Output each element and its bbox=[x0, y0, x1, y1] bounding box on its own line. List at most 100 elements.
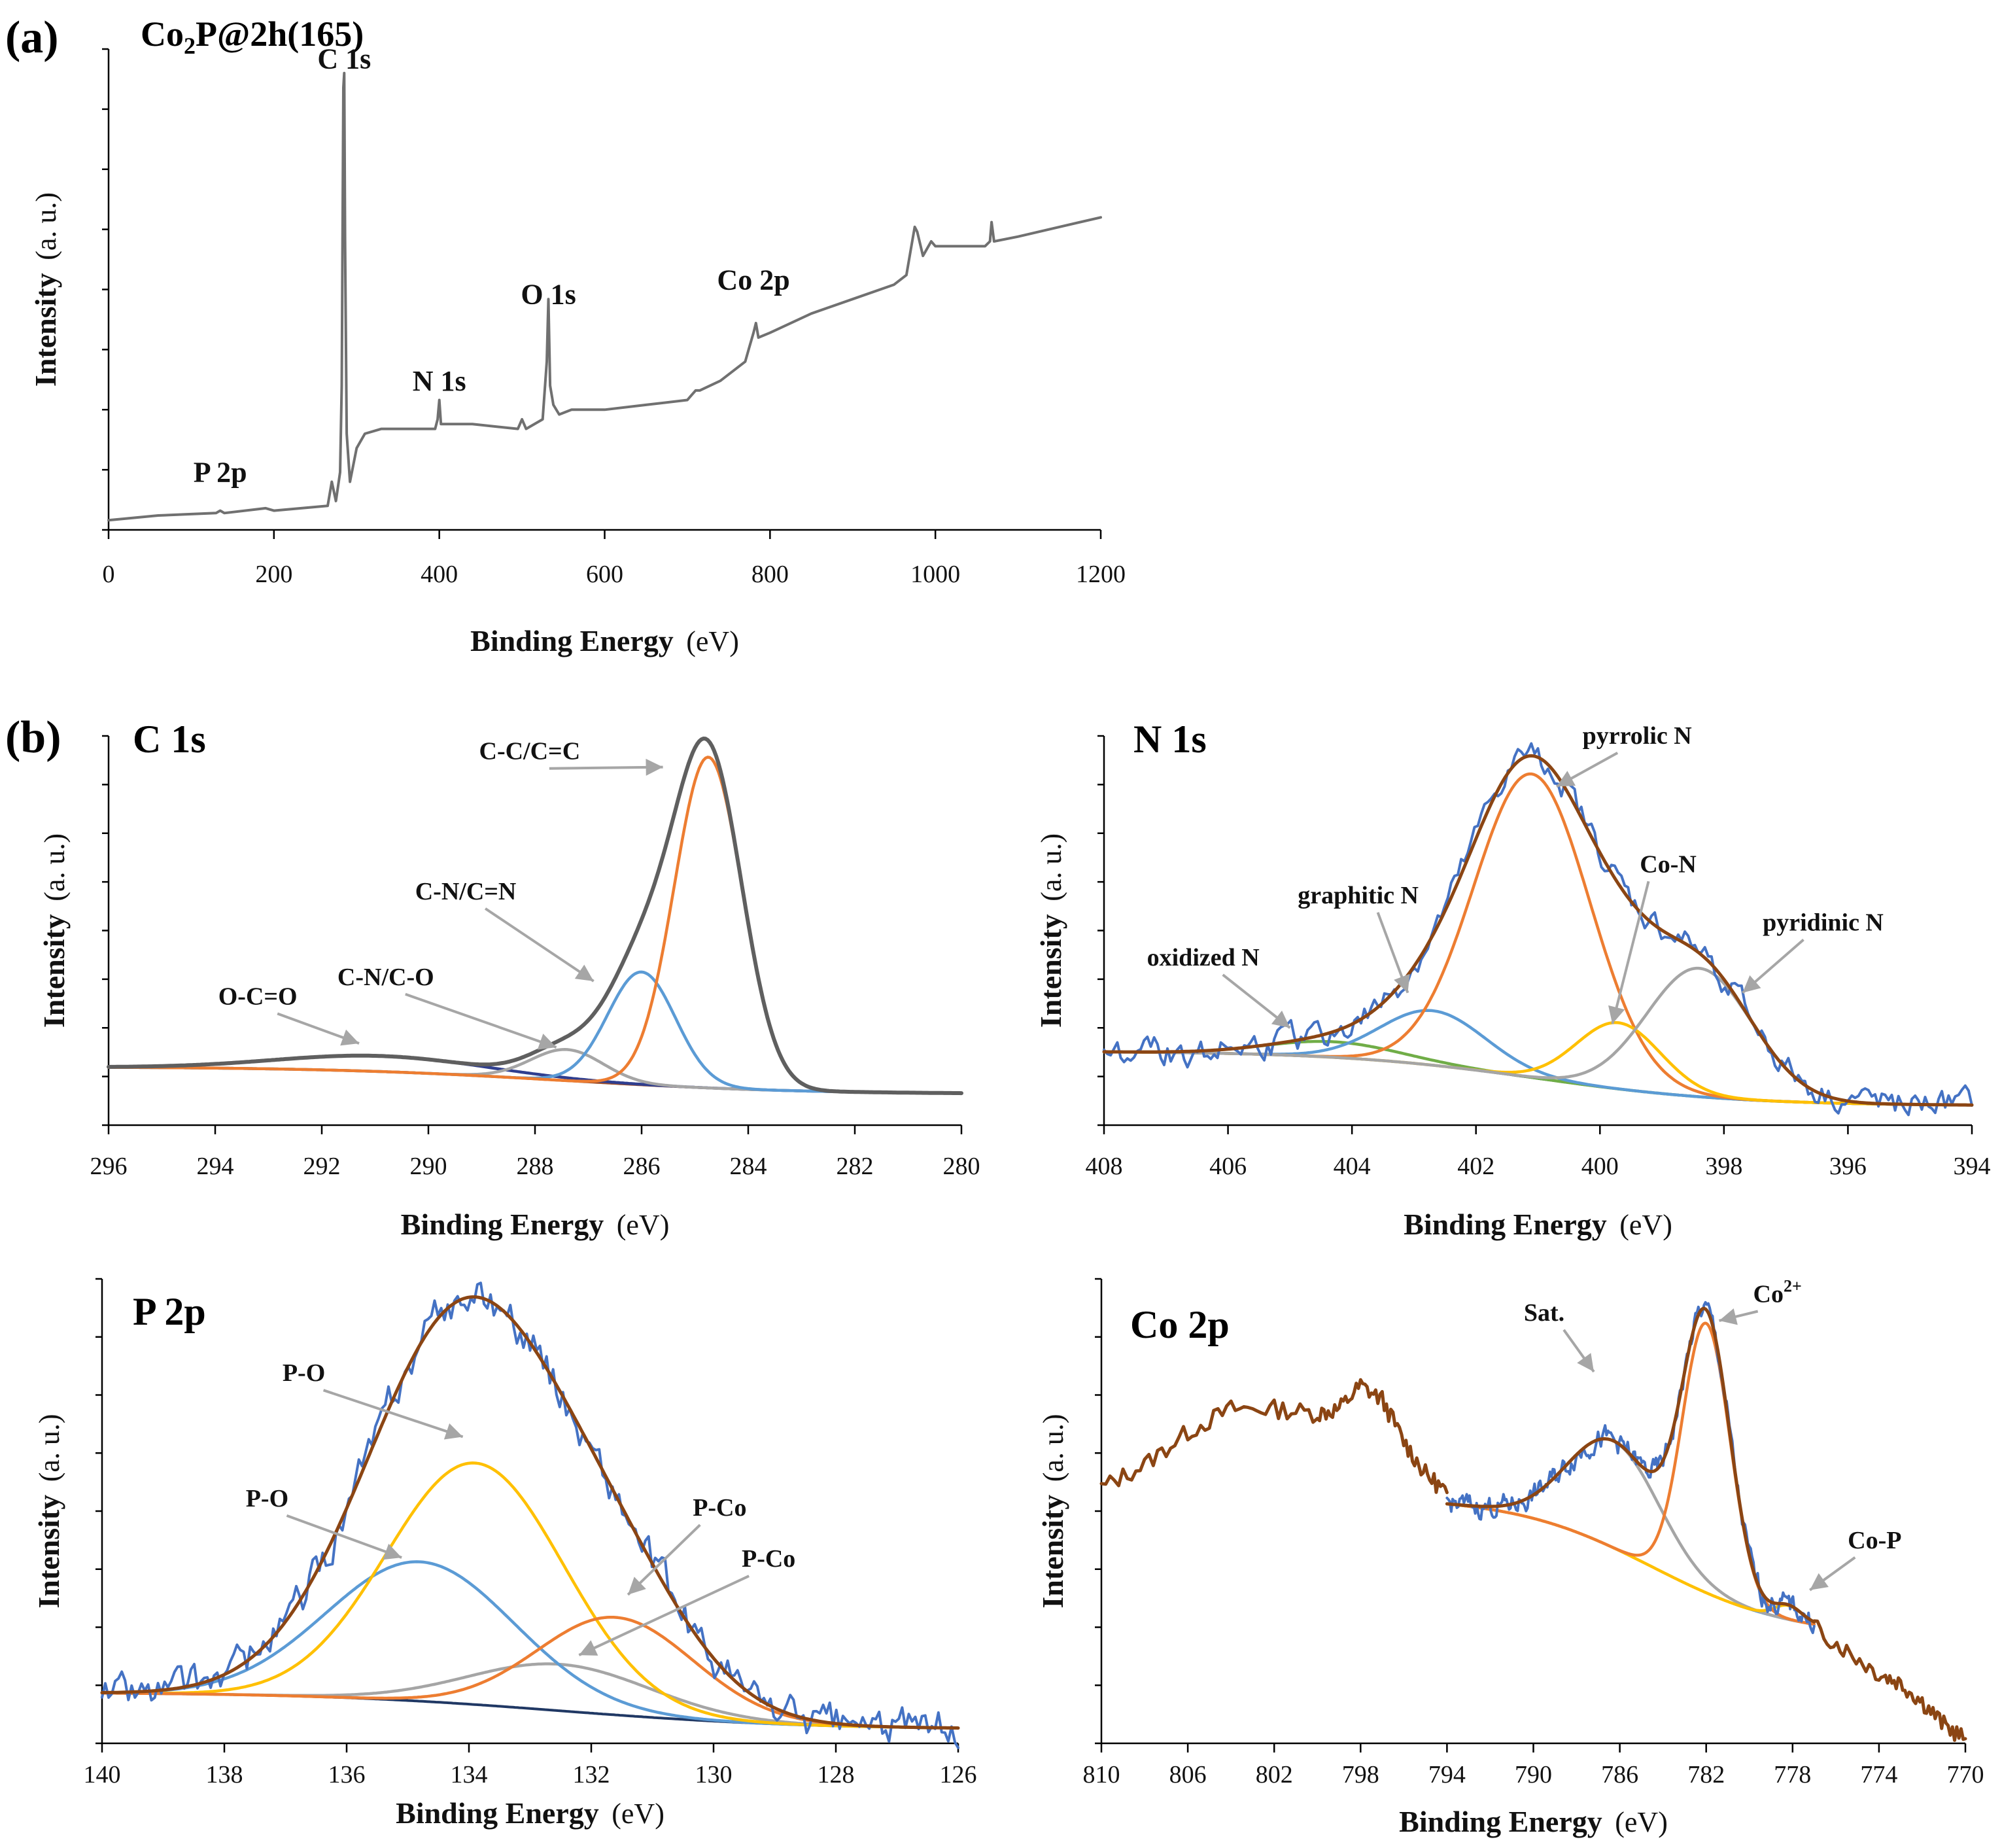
annotation-arrow-shaft bbox=[405, 992, 557, 1049]
x-tick-label: 782 bbox=[1687, 1761, 1725, 1788]
series-line-survey bbox=[107, 71, 1102, 522]
annotation-arrowhead bbox=[574, 964, 594, 981]
x-tick-label: 296 bbox=[90, 1153, 128, 1180]
x-tick-label: 786 bbox=[1601, 1761, 1638, 1788]
co2p-plot: 810 806 802 798 794 790 786 782 778 774 770 Binding… bbox=[1036, 1277, 1984, 1839]
x-axis-label: Binding Energy (eV) bbox=[396, 1796, 664, 1830]
annotation-arrowhead bbox=[1577, 1353, 1594, 1372]
n1s-plot: 408 406 404 402 400 398 396 394 Binding Energy (… bbox=[1034, 718, 1991, 1241]
annotation-arrowhead bbox=[1719, 1308, 1738, 1325]
x-tick-label: 284 bbox=[730, 1153, 767, 1180]
x-axis-label: Binding Energy (eV) bbox=[1399, 1805, 1668, 1838]
annotation-arrowhead bbox=[1394, 973, 1410, 993]
annotation-arrowhead bbox=[1810, 1573, 1829, 1590]
x-tick-label: 140 bbox=[84, 1761, 121, 1788]
y-axis-label: Intensity (a. u.) bbox=[32, 1414, 65, 1608]
annotation-arrowhead bbox=[579, 1640, 598, 1656]
annotation-c-n-c-n: C-N/C=N bbox=[415, 878, 517, 905]
x-tick-label: 200 bbox=[255, 561, 292, 588]
y-axis-label: Intensity (a. u.) bbox=[1036, 1414, 1069, 1608]
peak-label-n-1s: N 1s bbox=[413, 365, 466, 397]
x-tick-label: 134 bbox=[451, 1761, 488, 1788]
chart-title: Co 2p bbox=[1130, 1303, 1230, 1346]
x-tick-label: 406 bbox=[1209, 1153, 1247, 1180]
x-tick-label: 128 bbox=[818, 1761, 855, 1788]
chart-title: N 1s bbox=[1133, 718, 1207, 761]
annotation-arrowhead bbox=[1608, 1005, 1625, 1024]
x-tick-label: 802 bbox=[1256, 1761, 1293, 1788]
x-tick-label: 790 bbox=[1515, 1761, 1552, 1788]
x-tick-label: 400 bbox=[421, 561, 458, 588]
series-line-wide-spectrum bbox=[1099, 1378, 1449, 1495]
survey-plot: 0 200 400 600 800 1000 1200 Binding Energy (eV)… bbox=[29, 14, 1126, 657]
annotation-oxidized-n: oxidized N bbox=[1147, 944, 1260, 971]
x-tick-label: 800 bbox=[751, 561, 789, 588]
series-line-raw bbox=[1103, 742, 1973, 1117]
annotation-p-co: P-Co bbox=[742, 1545, 795, 1573]
series-line-wide-spectrum-tail bbox=[1812, 1619, 1967, 1742]
chart-title: Co2P@2h(165) bbox=[141, 14, 364, 59]
annotation-arrow-shaft bbox=[1611, 880, 1650, 1024]
annotation-arrow-shaft bbox=[578, 1575, 750, 1656]
annotation-arrow-shaft bbox=[484, 907, 595, 983]
x-axis-label: Binding Energy (eV) bbox=[470, 624, 739, 657]
annotation-arrowhead bbox=[537, 1034, 557, 1050]
p2p-plot: 140 138 136 134 132 130 128 126 Binding Energy (… bbox=[32, 1278, 977, 1830]
annotation-p-o: P-O bbox=[283, 1359, 325, 1387]
x-tick-label: 138 bbox=[206, 1761, 243, 1788]
chart-title: C 1s bbox=[133, 718, 206, 761]
annotation-co-p: Co-P bbox=[1848, 1527, 1901, 1554]
annotation-co2: Co2+ bbox=[1753, 1277, 1802, 1308]
x-tick-label: 1200 bbox=[1076, 561, 1126, 588]
x-tick-label: 0 bbox=[103, 561, 115, 588]
x-tick-label: 408 bbox=[1086, 1153, 1123, 1180]
y-axis-label: Intensity (a. u.) bbox=[29, 192, 62, 387]
series-line-envelope bbox=[1445, 1306, 1816, 1624]
annotation-sat: Sat. bbox=[1524, 1299, 1564, 1327]
c1s-plot: 296 294 292 290 288 286 284 282 280 Binding Energ… bbox=[37, 718, 980, 1241]
x-tick-label: 280 bbox=[943, 1153, 980, 1180]
x-tick-label: 1000 bbox=[910, 561, 960, 588]
peak-label-o-1s: O 1s bbox=[521, 279, 576, 311]
x-tick-label: 600 bbox=[586, 561, 623, 588]
x-tick-label: 292 bbox=[303, 1153, 341, 1180]
series-line-envelope bbox=[107, 737, 963, 1096]
annotation-arrowhead bbox=[340, 1029, 360, 1046]
annotation-arrowhead bbox=[443, 1423, 463, 1440]
x-axis-label: Binding Energy (eV) bbox=[401, 1208, 670, 1241]
series-line-envelope bbox=[1102, 754, 1974, 1107]
x-tick-label: 400 bbox=[1581, 1153, 1619, 1180]
annotation-arrowhead bbox=[1271, 1010, 1290, 1028]
x-tick-label: 806 bbox=[1169, 1761, 1207, 1788]
x-tick-label: 396 bbox=[1829, 1153, 1867, 1180]
x-tick-label: 282 bbox=[837, 1153, 874, 1180]
y-axis-label: Intensity (a. u.) bbox=[1034, 833, 1067, 1028]
annotation-arrowhead bbox=[383, 1543, 402, 1560]
annotation-pyrrolic-n: pyrrolic N bbox=[1583, 722, 1692, 750]
series-line-p-o-yellow bbox=[100, 1461, 960, 1730]
annotation-p-co: P-Co bbox=[693, 1494, 746, 1522]
x-tick-label: 394 bbox=[1954, 1153, 1991, 1180]
x-tick-label: 778 bbox=[1774, 1761, 1811, 1788]
x-tick-label: 136 bbox=[328, 1761, 366, 1788]
x-tick-label: 798 bbox=[1342, 1761, 1379, 1788]
annotation-arrow-shaft bbox=[286, 1514, 402, 1559]
annotation-co-n: Co-N bbox=[1640, 850, 1697, 878]
x-axis-label: Binding Energy (eV) bbox=[1404, 1208, 1672, 1241]
annotation-arrowhead bbox=[646, 758, 663, 776]
annotation-arrowhead bbox=[628, 1577, 646, 1595]
x-tick-label: 286 bbox=[623, 1153, 661, 1180]
x-tick-label: 288 bbox=[517, 1153, 554, 1180]
peak-label-co-2p: Co 2p bbox=[717, 264, 789, 296]
annotation-c-c-c-c: C-C/C=C bbox=[479, 738, 581, 765]
annotation-arrowhead bbox=[1556, 771, 1576, 787]
annotation-p-o: P-O bbox=[246, 1485, 288, 1512]
y-axis-label: Intensity (a. u.) bbox=[37, 833, 71, 1028]
x-tick-label: 794 bbox=[1428, 1761, 1466, 1788]
annotation-o-c-o: O-C=O bbox=[218, 983, 298, 1011]
x-tick-label: 398 bbox=[1705, 1153, 1742, 1180]
panel-a-label: (a) bbox=[5, 12, 59, 63]
x-tick-label: 404 bbox=[1334, 1153, 1371, 1180]
chart-title: P 2p bbox=[133, 1290, 206, 1333]
